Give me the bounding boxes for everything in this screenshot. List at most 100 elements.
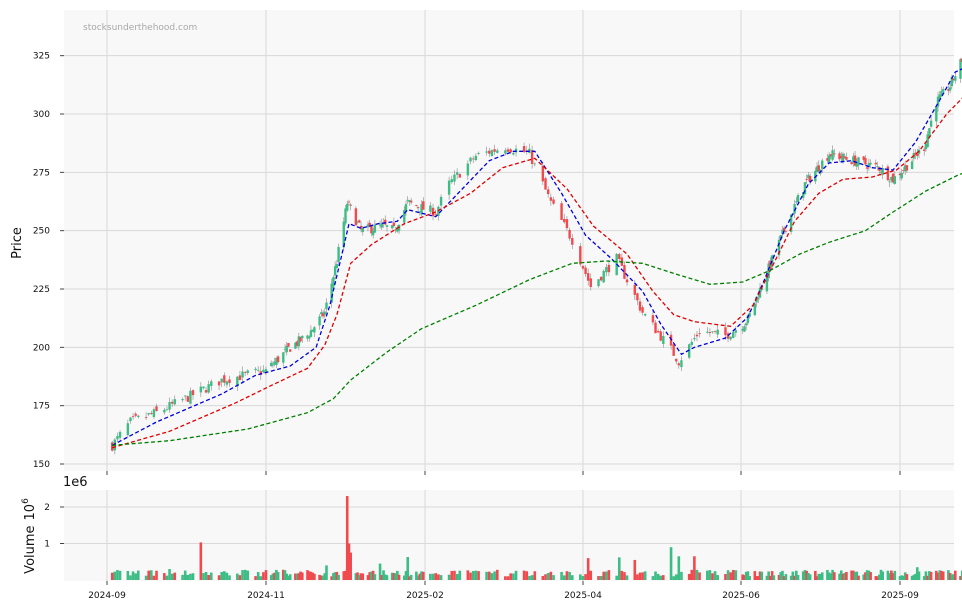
candle-body (605, 267, 608, 273)
volume-bar (264, 570, 268, 580)
volume-bar (415, 571, 418, 580)
candle-body (330, 283, 333, 303)
volume-bar (708, 570, 712, 580)
volume-bar (926, 575, 929, 580)
candle-body (675, 358, 678, 362)
volume-bar (173, 572, 177, 580)
candle-body (264, 369, 268, 373)
candle-body (607, 264, 611, 273)
volume-bar (711, 573, 714, 580)
candle-body (857, 157, 860, 166)
volume-bar (420, 571, 423, 580)
candle-body (826, 158, 829, 161)
volume-bar (525, 571, 529, 580)
volume-bar (753, 571, 757, 580)
volume-grid (60, 490, 954, 585)
volume-bar (490, 573, 494, 580)
watermark: stocksunderthehood.com (83, 23, 197, 33)
candle-body (890, 176, 893, 181)
candle-body (254, 368, 257, 371)
volume-bar (394, 573, 397, 580)
candle-body (821, 160, 824, 169)
volume-bar (625, 575, 629, 580)
volume-panel (64, 490, 954, 581)
volume-bar (259, 576, 263, 580)
candle-body (271, 364, 275, 366)
volume-bar (313, 573, 316, 580)
candle-body (137, 415, 140, 417)
volume-bar (724, 573, 727, 580)
volume-bar (220, 571, 223, 580)
volume-bar (186, 574, 190, 580)
candle-body (893, 176, 897, 184)
volume-bar (131, 571, 135, 580)
price-y-tick-label: 200 (33, 343, 50, 353)
volume-bar (450, 570, 454, 580)
volume-bar (831, 569, 834, 580)
volume-bar (418, 573, 422, 580)
price-y-tick-labels: 150 175 200 225 250 275 300 325 (33, 52, 50, 470)
volume-bar (808, 574, 812, 580)
candle-body (589, 278, 592, 288)
price-y-tick-label: 150 (33, 460, 50, 470)
volume-bar (570, 575, 574, 580)
volume-bar (755, 575, 758, 580)
volume-bar (380, 575, 384, 580)
candle-body (838, 153, 841, 160)
candle-body (429, 205, 432, 212)
candle-body (370, 225, 373, 234)
volume-bar (698, 572, 701, 580)
volume-bar (597, 576, 600, 580)
candle-body (344, 208, 347, 224)
candle-body (581, 265, 585, 269)
candle-body (865, 167, 869, 169)
candle-body (905, 165, 909, 171)
candle-body (929, 120, 933, 127)
candle-body (332, 277, 335, 287)
moving-average-line-2 (112, 97, 962, 449)
candle-body (636, 293, 639, 301)
volume-bar (929, 571, 933, 580)
volume-bar (641, 572, 644, 580)
candle-body (409, 200, 413, 203)
candle-body (217, 381, 221, 386)
candle-body (914, 152, 917, 156)
volume-bar (136, 570, 140, 580)
volume-bar (954, 570, 957, 580)
volume-bar (337, 574, 340, 580)
volume-bar (533, 571, 537, 580)
candle-body (807, 174, 810, 179)
volume-bar (898, 576, 902, 580)
volume-bar (241, 570, 244, 580)
candle-body (241, 371, 244, 378)
candle-body (802, 192, 805, 198)
candle-body (225, 381, 229, 385)
volume-bar (335, 571, 339, 580)
candle-body (155, 406, 158, 411)
volume-bar (940, 570, 943, 580)
volume-bar (118, 570, 122, 580)
volume-bar (262, 572, 265, 580)
volume-bar (772, 575, 776, 580)
volume-bar (199, 542, 203, 580)
volume-bar (113, 571, 117, 580)
moving-average-line-1 (111, 68, 962, 446)
volume-bar (183, 570, 187, 580)
volume-bar (938, 570, 942, 580)
volume-bar (254, 576, 257, 580)
volume-bar (406, 557, 410, 580)
candle-body (394, 229, 397, 231)
volume-bar (469, 572, 472, 580)
volume-bar (356, 572, 359, 580)
candle-body (144, 417, 148, 418)
volume-bar (466, 570, 470, 580)
candle-body (170, 401, 174, 404)
candle-body (321, 312, 325, 317)
candle-body (287, 343, 290, 347)
volume-bar (506, 576, 510, 580)
candle-body (404, 204, 408, 211)
candle-body (560, 203, 563, 220)
volume-bar (857, 575, 860, 580)
candle-body (687, 344, 691, 358)
candle-body (817, 165, 820, 172)
